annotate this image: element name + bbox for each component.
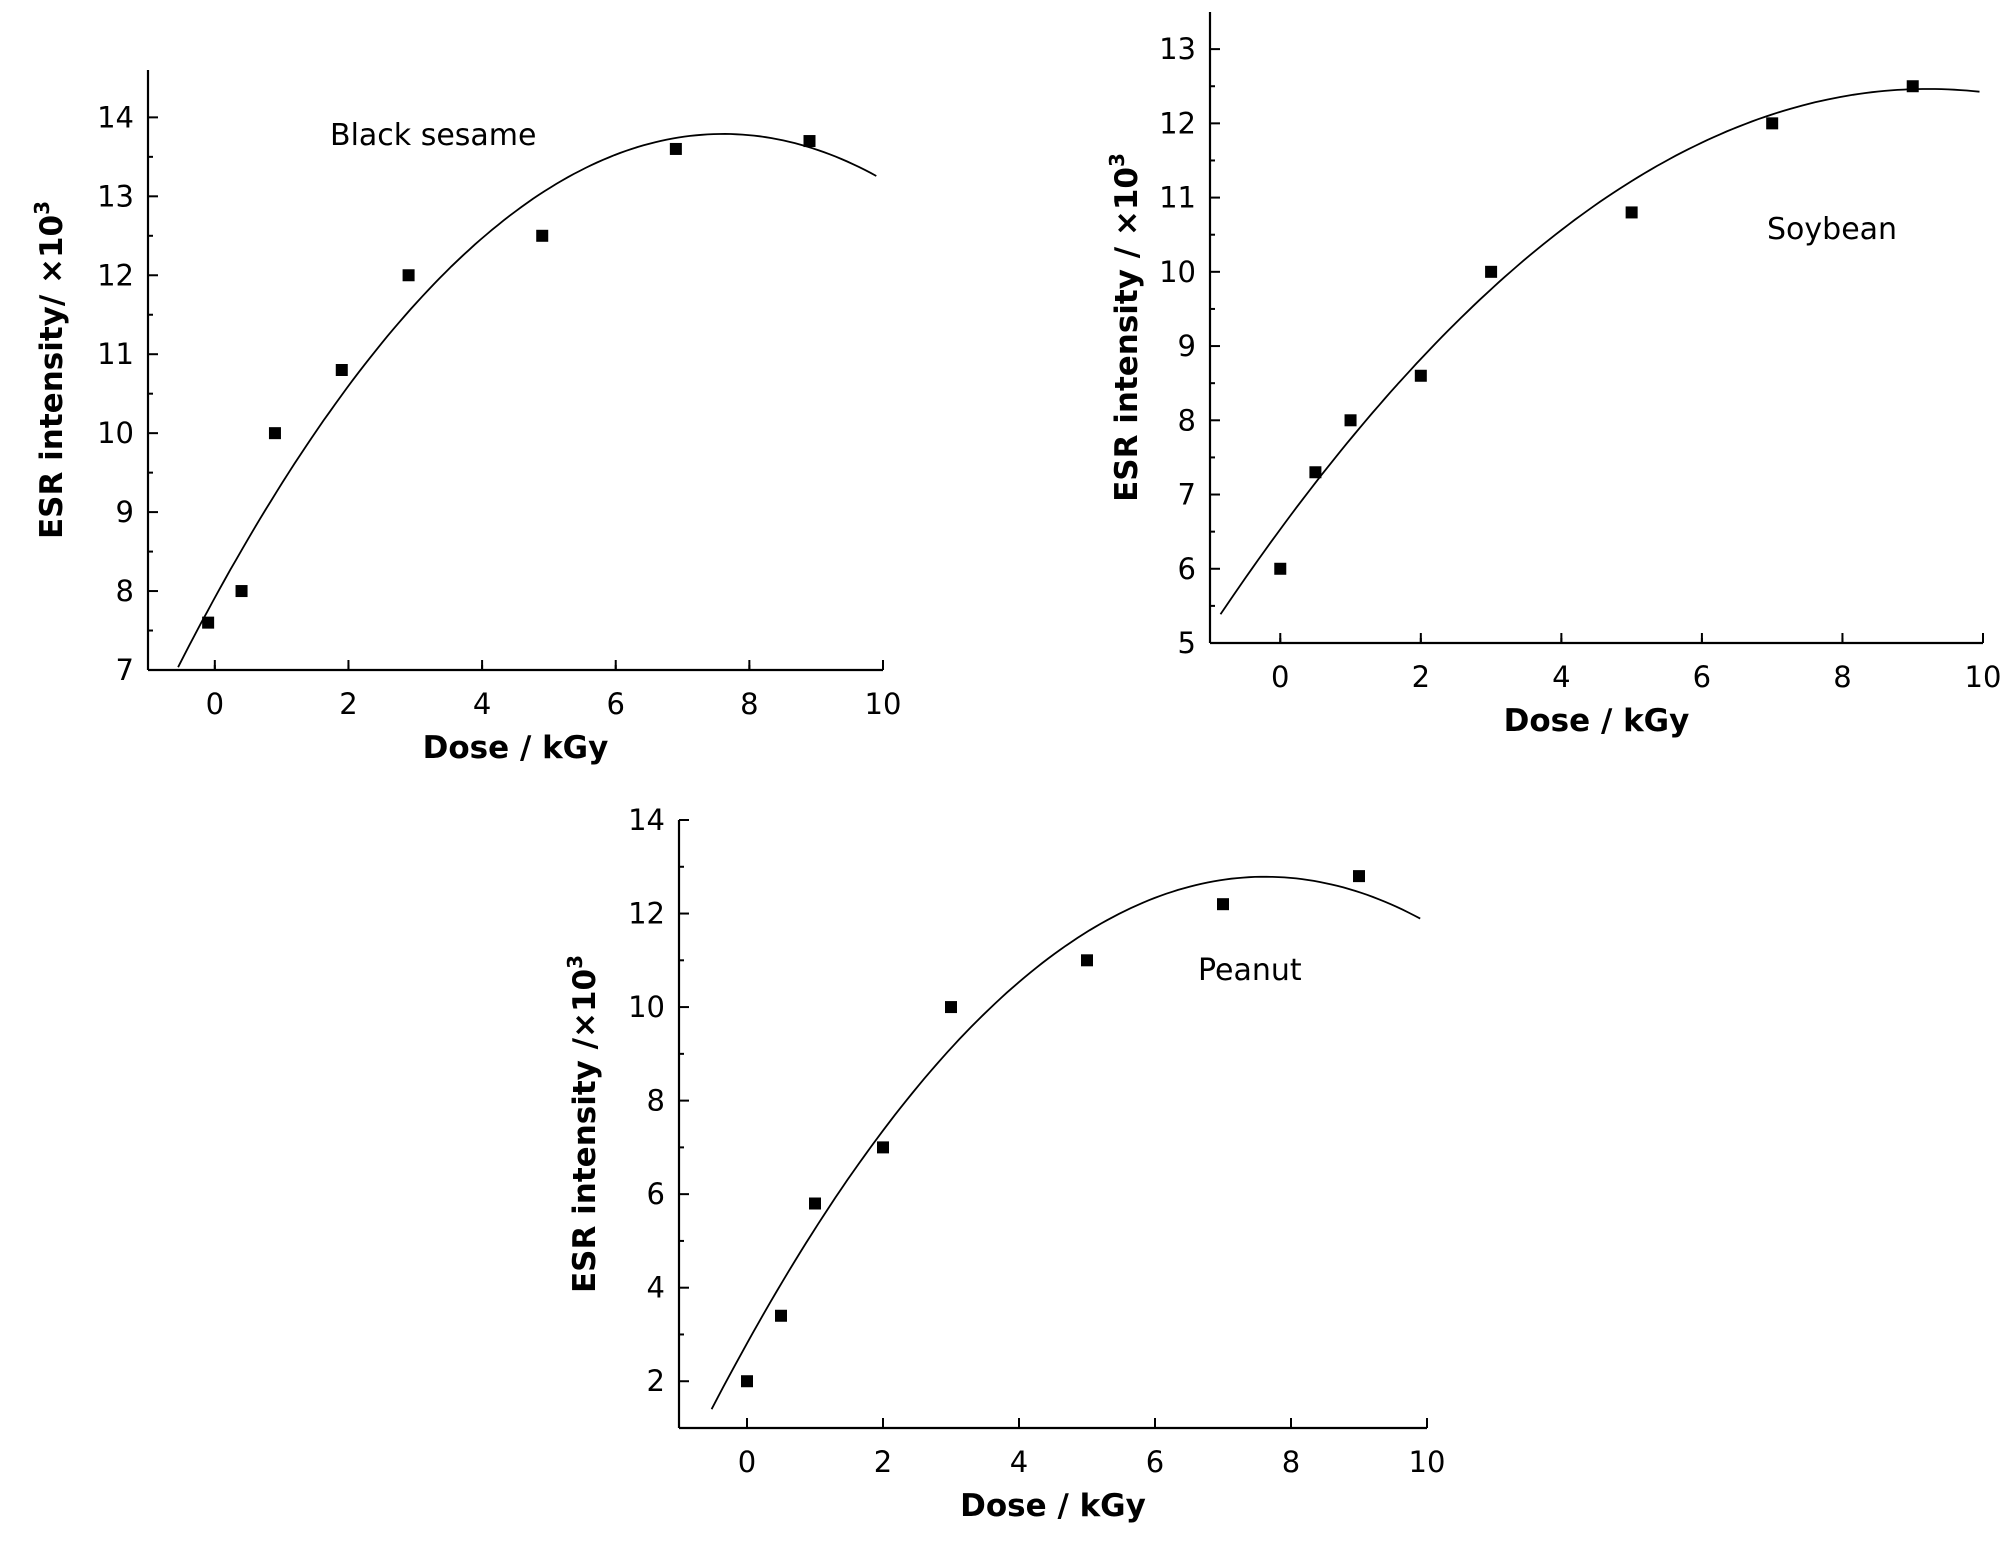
data-point xyxy=(803,135,816,148)
y-tick-label: 13 xyxy=(1159,32,1196,66)
y-tick-label: 13 xyxy=(97,179,134,213)
x-tick-label: 10 xyxy=(865,687,902,721)
y-axis-title-superscript: 3 xyxy=(1105,153,1129,167)
x-tick-label: 8 xyxy=(1833,660,1851,694)
data-point xyxy=(1217,898,1229,911)
y-tick-label: 9 xyxy=(1178,329,1196,363)
y-axis-title-main: ESR intensity / ×10 xyxy=(1109,167,1145,502)
data-point xyxy=(1485,265,1498,278)
data-point xyxy=(1906,80,1919,93)
series-annotation: Peanut xyxy=(1198,953,1302,988)
x-tick-label: 4 xyxy=(1010,1445,1028,1479)
chart-black-sesame: 0 2 4 6 8 10 7 8 9 10 11 12 13 14 Dose / kGy ESR intens… xyxy=(30,70,901,766)
data-point xyxy=(1766,117,1779,130)
chart-peanut: 0 2 4 6 8 10 2 4 6 8 10 12 14 Dose / kGy ESR intensity… xyxy=(563,803,1445,1524)
data-point xyxy=(1414,369,1427,382)
x-tick-label: 10 xyxy=(1409,1445,1446,1479)
y-tick-label: 8 xyxy=(116,574,134,608)
y-tick-label: 10 xyxy=(628,990,665,1024)
data-point xyxy=(268,427,281,440)
x-tick-label: 2 xyxy=(874,1445,892,1479)
x-tick-label: 6 xyxy=(607,687,625,721)
x-tick-label: 6 xyxy=(1146,1445,1164,1479)
series-annotation: Black sesame xyxy=(330,118,536,153)
y-tick-label: 12 xyxy=(97,258,134,292)
y-tick-label: 10 xyxy=(97,416,134,450)
data-point xyxy=(945,1001,957,1014)
series-annotation: Soybean xyxy=(1767,212,1897,247)
y-axis-title: ESR intensity / ×103 xyxy=(1105,153,1145,502)
data-point xyxy=(669,142,682,155)
x-axis-title: Dose / kGy xyxy=(423,730,609,766)
y-tick-label: 4 xyxy=(647,1271,665,1305)
y-axis-title-main: ESR intensity/ ×10 xyxy=(34,215,70,539)
data-point xyxy=(1081,954,1093,967)
y-tick-label: 10 xyxy=(1159,255,1196,289)
data-point xyxy=(1353,870,1365,883)
y-tick-label: 8 xyxy=(1178,403,1196,437)
data-point xyxy=(877,1141,889,1154)
data-point xyxy=(202,616,215,629)
fit-curve xyxy=(1219,88,1980,615)
y-axis-title: ESR intensity/ ×103 xyxy=(30,201,70,539)
y-tick-label: 14 xyxy=(97,100,134,134)
x-tick-label: 0 xyxy=(206,687,224,721)
y-tick-label: 5 xyxy=(1178,626,1196,660)
y-axis-title-superscript: 3 xyxy=(563,955,587,969)
data-point xyxy=(235,585,248,598)
x-tick-label: 6 xyxy=(1693,660,1711,694)
data-point xyxy=(1274,562,1287,575)
y-tick-label: 12 xyxy=(1159,106,1196,140)
fit-curve xyxy=(710,875,1421,1410)
x-tick-label: 4 xyxy=(473,687,491,721)
y-tick-label: 8 xyxy=(647,1084,665,1118)
data-point xyxy=(1309,466,1322,479)
x-tick-label: 0 xyxy=(738,1445,756,1479)
x-tick-label: 4 xyxy=(1552,660,1570,694)
y-tick-label: 12 xyxy=(628,897,665,931)
fit-curve xyxy=(177,132,877,668)
y-axis-title: ESR intensity /×103 xyxy=(563,955,603,1293)
data-point xyxy=(335,364,348,376)
x-axis-title: Dose / kGy xyxy=(960,1488,1146,1524)
y-tick-label: 14 xyxy=(628,803,665,837)
y-tick-label: 11 xyxy=(97,337,134,371)
data-point xyxy=(536,229,549,242)
x-tick-label: 8 xyxy=(740,687,758,721)
y-tick-label: 7 xyxy=(116,653,134,687)
data-point xyxy=(402,269,415,282)
data-point xyxy=(1625,206,1638,219)
y-tick-label: 9 xyxy=(116,495,134,529)
x-tick-label: 8 xyxy=(1282,1445,1300,1479)
y-tick-label: 11 xyxy=(1159,181,1196,215)
y-tick-label: 6 xyxy=(1178,552,1196,586)
x-tick-label: 2 xyxy=(1412,660,1430,694)
y-axis-title-main: ESR intensity /×10 xyxy=(567,969,603,1293)
x-tick-label: 0 xyxy=(1271,660,1289,694)
x-tick-label: 2 xyxy=(339,687,357,721)
data-point xyxy=(775,1309,787,1322)
data-point xyxy=(809,1197,821,1210)
data-point xyxy=(741,1375,753,1388)
y-tick-label: 2 xyxy=(647,1364,665,1398)
y-tick-label: 7 xyxy=(1178,478,1196,512)
chart-soybean: 0 2 4 6 8 10 5 6 7 8 9 10 11 12 13 Dose / kGy ESR intens… xyxy=(1105,12,2001,739)
y-axis-title-superscript: 3 xyxy=(30,201,54,215)
data-point xyxy=(1344,414,1357,427)
x-tick-label: 10 xyxy=(1965,660,2002,694)
y-tick-label: 6 xyxy=(647,1177,665,1211)
x-axis-title: Dose / kGy xyxy=(1504,703,1690,739)
